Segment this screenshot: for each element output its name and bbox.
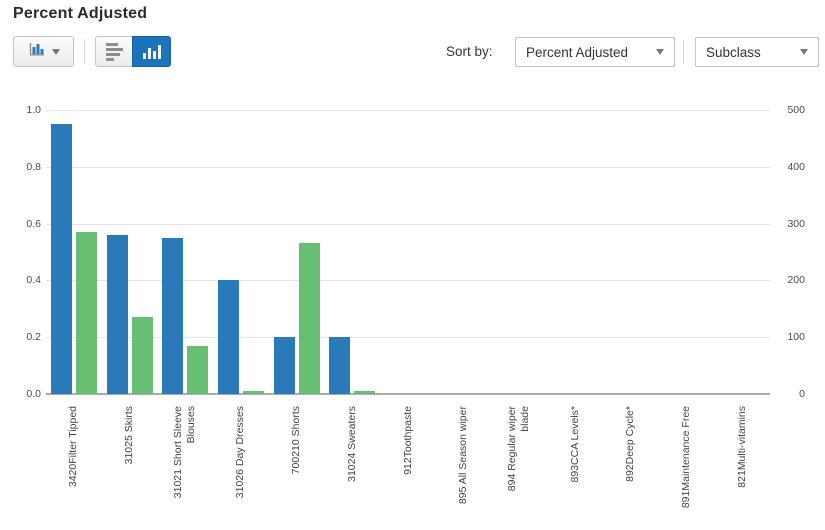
- horizontal-bars-icon: [105, 42, 123, 61]
- gridline: [46, 110, 770, 111]
- x-axis-category-label: 912Toothpaste: [401, 406, 414, 475]
- chevron-down-icon: [800, 49, 808, 55]
- chart-type-button[interactable]: [13, 36, 74, 67]
- vertical-bar-toggle-button[interactable]: [132, 36, 171, 67]
- bar-chart-icon: [28, 42, 46, 62]
- dropdown-separator: [683, 40, 684, 64]
- x-axis-category-label: 700210 Shorts: [290, 406, 303, 475]
- bar-blue[interactable]: [329, 337, 351, 394]
- bar-blue[interactable]: [50, 124, 72, 394]
- gridline: [46, 223, 770, 225]
- right-axis-tick-label: 100: [787, 331, 805, 344]
- vertical-bars-icon: [142, 44, 161, 59]
- right-axis-tick-label: 300: [787, 217, 805, 230]
- x-axis-category-label: 894 Regular wiper blade: [506, 406, 532, 492]
- left-axis-tick-label: 1.0: [26, 104, 41, 116]
- right-axis-tick-label: 500: [787, 104, 805, 116]
- gridline: [46, 337, 770, 339]
- sort-metric-dropdown[interactable]: Percent Adjusted: [515, 37, 675, 67]
- x-axis-category-label: 31025 Skirts: [123, 406, 136, 465]
- right-axis-tick-label: 400: [787, 160, 805, 173]
- sort-level-value: Subclass: [706, 44, 761, 60]
- right-axis-tick-label: 200: [787, 274, 805, 287]
- bar-green[interactable]: [75, 232, 97, 394]
- sort-by-label: Sort by:: [446, 44, 493, 59]
- bar-green[interactable]: [298, 243, 320, 394]
- chevron-down-icon: [656, 49, 664, 55]
- page-title: Percent Adjusted: [13, 5, 148, 22]
- x-axis-category-label: 895 All Season wiper: [457, 406, 470, 505]
- bar-green[interactable]: [131, 317, 153, 394]
- toolbar-separator: [84, 39, 85, 64]
- sort-metric-value: Percent Adjusted: [526, 44, 629, 60]
- x-axis-category-label: 31021 Short Sleeve Blouses: [172, 406, 198, 499]
- bar-blue[interactable]: [162, 237, 184, 394]
- chevron-down-icon: [51, 48, 60, 55]
- bar-green[interactable]: [187, 345, 209, 394]
- x-axis-category-label: 3420Filter Tipped: [67, 406, 80, 488]
- x-axis-category-label: 31024 Sweaters: [345, 406, 358, 482]
- left-axis-tick-label: 0.8: [26, 160, 41, 173]
- bar-blue[interactable]: [273, 337, 295, 394]
- left-axis-tick-label: 0.0: [26, 388, 41, 400]
- bar-blue[interactable]: [106, 234, 128, 394]
- x-axis-line: [46, 393, 770, 395]
- gridline: [46, 166, 770, 168]
- sort-level-dropdown[interactable]: Subclass: [695, 37, 819, 67]
- left-axis-tick-label: 0.4: [26, 274, 41, 287]
- x-axis-category-label: 891Maintenance Free: [679, 406, 692, 509]
- gridline: [46, 280, 770, 282]
- x-axis-category-label: 31026 Day Dresses: [234, 406, 247, 499]
- bar-blue[interactable]: [217, 280, 239, 394]
- bar-green[interactable]: [354, 391, 376, 394]
- x-axis-category-label: 892Deep Cycle*: [624, 406, 637, 482]
- horizontal-bar-toggle-button[interactable]: [95, 36, 133, 67]
- bar-green[interactable]: [242, 391, 264, 394]
- right-axis-tick-label: 0: [799, 388, 805, 400]
- x-axis-category-label: 821Multi-vitamins: [735, 406, 748, 488]
- left-axis-tick-label: 0.2: [26, 331, 41, 344]
- left-axis-tick-label: 0.6: [26, 217, 41, 230]
- x-axis-category-label: 893CCA Levels*: [568, 406, 581, 483]
